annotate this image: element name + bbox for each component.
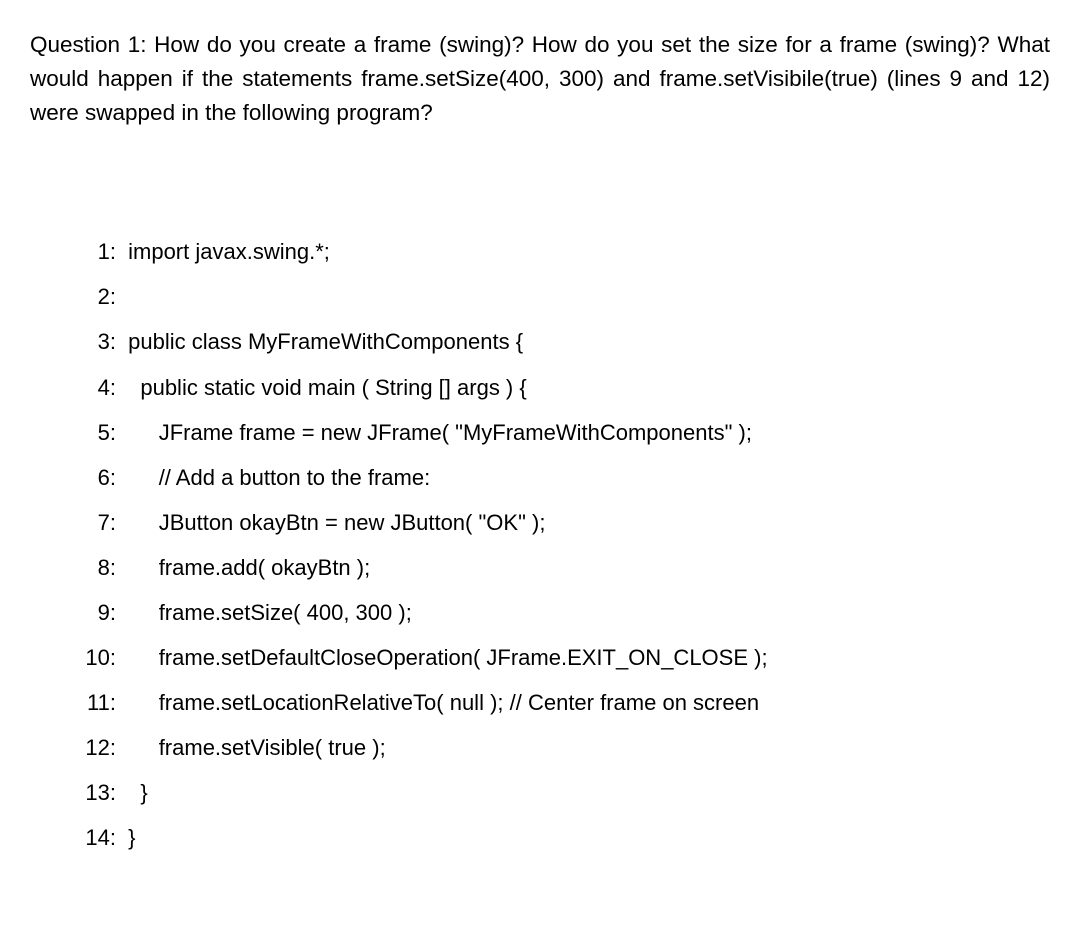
line-number: 7: <box>78 500 116 545</box>
line-number: 1: <box>78 229 116 274</box>
code-indent <box>122 410 159 455</box>
line-number: 9: <box>78 590 116 635</box>
code-indent <box>122 455 159 500</box>
line-number: 10: <box>78 635 116 680</box>
code-line: 6: // Add a button to the frame: <box>78 455 1050 500</box>
code-content: frame.setDefaultCloseOperation( JFrame.E… <box>159 635 768 680</box>
line-number: 5: <box>78 410 116 455</box>
code-block: 1: import javax.swing.*; 2: 3: public cl… <box>30 229 1050 860</box>
line-number: 13: <box>78 770 116 815</box>
code-line: 14: } <box>78 815 1050 860</box>
code-content: // Add a button to the frame: <box>159 455 431 500</box>
line-number: 8: <box>78 545 116 590</box>
code-indent <box>122 770 140 815</box>
line-number: 2: <box>78 274 116 319</box>
code-line: 3: public class MyFrameWithComponents { <box>78 319 1050 364</box>
code-content: frame.setSize( 400, 300 ); <box>159 590 412 635</box>
line-number: 14: <box>78 815 116 860</box>
line-number: 6: <box>78 455 116 500</box>
code-line: 12: frame.setVisible( true ); <box>78 725 1050 770</box>
code-indent <box>122 590 159 635</box>
code-line: 10: frame.setDefaultCloseOperation( JFra… <box>78 635 1050 680</box>
code-line: 1: import javax.swing.*; <box>78 229 1050 274</box>
code-content: } <box>128 815 135 860</box>
code-line: 5: JFrame frame = new JFrame( "MyFrameWi… <box>78 410 1050 455</box>
code-line: 13: } <box>78 770 1050 815</box>
code-content: frame.setVisible( true ); <box>159 725 386 770</box>
code-content: frame.add( okayBtn ); <box>159 545 371 590</box>
code-indent <box>122 365 140 410</box>
code-line: 9: frame.setSize( 400, 300 ); <box>78 590 1050 635</box>
code-indent <box>122 680 159 725</box>
code-indent <box>122 545 159 590</box>
code-indent <box>122 725 159 770</box>
code-content: } <box>140 770 147 815</box>
line-number: 3: <box>78 319 116 364</box>
line-number: 12: <box>78 725 116 770</box>
code-content: import javax.swing.*; <box>128 229 330 274</box>
code-content: frame.setLocationRelativeTo( null ); // … <box>159 680 759 725</box>
code-indent <box>122 500 159 545</box>
code-content: JButton okayBtn = new JButton( "OK" ); <box>159 500 546 545</box>
code-line: 11: frame.setLocationRelativeTo( null );… <box>78 680 1050 725</box>
code-line: 7: JButton okayBtn = new JButton( "OK" )… <box>78 500 1050 545</box>
code-content: JFrame frame = new JFrame( "MyFrameWithC… <box>159 410 752 455</box>
question-content: Question 1: How do you create a frame (s… <box>30 32 1050 125</box>
line-number: 4: <box>78 365 116 410</box>
line-number: 11: <box>78 680 116 725</box>
code-content: public static void main ( String [] args… <box>140 365 526 410</box>
code-line: 8: frame.add( okayBtn ); <box>78 545 1050 590</box>
question-text: Question 1: How do you create a frame (s… <box>30 28 1050 129</box>
code-line: 4: public static void main ( String [] a… <box>78 365 1050 410</box>
code-indent <box>122 635 159 680</box>
code-content: public class MyFrameWithComponents { <box>128 319 523 364</box>
code-line: 2: <box>78 274 1050 319</box>
